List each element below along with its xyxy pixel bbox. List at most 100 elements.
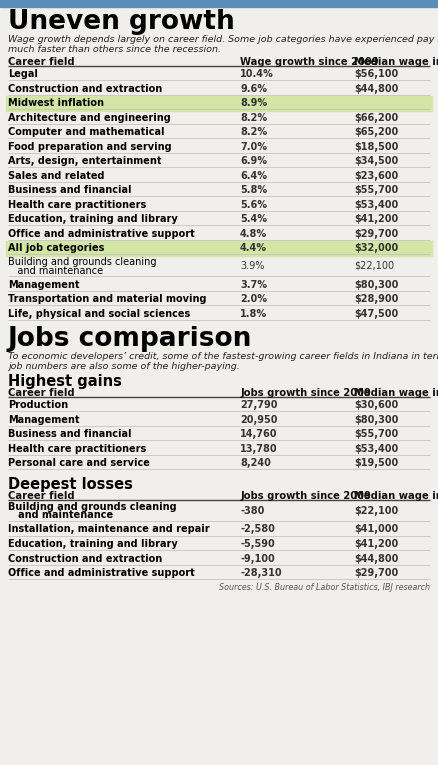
Text: Office and administrative support: Office and administrative support [8, 229, 194, 239]
Text: $53,400: $53,400 [354, 444, 398, 454]
Text: Computer and mathematical: Computer and mathematical [8, 127, 164, 137]
Text: Building and grounds cleaning: Building and grounds cleaning [8, 502, 177, 512]
Text: much faster than others since the recession.: much faster than others since the recess… [8, 44, 221, 54]
Text: 6.9%: 6.9% [240, 156, 267, 166]
Text: 3.9%: 3.9% [240, 261, 265, 271]
Text: 3.7%: 3.7% [240, 279, 267, 289]
Text: -9,100: -9,100 [240, 554, 275, 564]
Bar [0, 0, 438, 7]
Text: and maintenance: and maintenance [8, 510, 113, 520]
Text: $56,100: $56,100 [354, 69, 398, 79]
Text: Transportation and material moving: Transportation and material moving [8, 294, 206, 304]
Text: 1.8%: 1.8% [240, 308, 267, 318]
Text: Personal care and service: Personal care and service [8, 458, 150, 468]
Text: -2,580: -2,580 [240, 525, 275, 535]
Text: $66,200: $66,200 [354, 112, 398, 122]
Text: $41,200: $41,200 [354, 539, 398, 549]
Text: $44,800: $44,800 [354, 83, 398, 93]
Text: Architecture and engineering: Architecture and engineering [8, 112, 171, 122]
Text: 6.4%: 6.4% [240, 171, 267, 181]
Text: Sources: U.S. Bureau of Labor Statistics, IBJ research: Sources: U.S. Bureau of Labor Statistics… [219, 584, 430, 593]
Text: -5,590: -5,590 [240, 539, 275, 549]
Text: Jobs growth since 2009: Jobs growth since 2009 [240, 388, 371, 398]
Text: Health care practitioners: Health care practitioners [8, 444, 146, 454]
Text: $22,100: $22,100 [354, 261, 394, 271]
Text: 8,240: 8,240 [240, 458, 271, 468]
Text: $55,700: $55,700 [354, 185, 398, 195]
Text: 8.2%: 8.2% [240, 127, 267, 137]
Text: To economic developers’ credit, some of the fastest-growing career fields in Ind: To economic developers’ credit, some of … [8, 352, 438, 361]
Text: Deepest losses: Deepest losses [8, 477, 133, 491]
Bar [6, 96, 432, 110]
Text: 2.0%: 2.0% [240, 294, 267, 304]
Text: $28,900: $28,900 [354, 294, 398, 304]
Text: and maintenance: and maintenance [8, 265, 103, 275]
Text: 4.8%: 4.8% [240, 229, 267, 239]
Text: Jobs comparison: Jobs comparison [8, 326, 252, 352]
Text: $23,600: $23,600 [354, 171, 398, 181]
Text: 14,760: 14,760 [240, 429, 278, 439]
Text: Construction and extraction: Construction and extraction [8, 554, 162, 564]
Text: Median wage in 2013: Median wage in 2013 [354, 388, 438, 398]
Text: Midwest inflation: Midwest inflation [8, 98, 104, 108]
Text: Life, physical and social sciences: Life, physical and social sciences [8, 308, 190, 318]
Text: Uneven growth: Uneven growth [8, 9, 235, 35]
Text: Management: Management [8, 415, 79, 425]
Text: Median wage in 2013: Median wage in 2013 [354, 57, 438, 67]
Text: Highest gains: Highest gains [8, 374, 122, 389]
Text: Wage growth since 2009: Wage growth since 2009 [240, 57, 378, 67]
Text: $55,700: $55,700 [354, 429, 398, 439]
Text: Business and financial: Business and financial [8, 429, 131, 439]
Text: Production: Production [8, 400, 68, 410]
Text: 9.6%: 9.6% [240, 83, 267, 93]
Text: 20,950: 20,950 [240, 415, 278, 425]
Text: Health care practitioners: Health care practitioners [8, 200, 146, 210]
Text: $34,500: $34,500 [354, 156, 398, 166]
Text: Education, training and library: Education, training and library [8, 539, 178, 549]
Text: All job categories: All job categories [8, 243, 104, 253]
Text: Office and administrative support: Office and administrative support [8, 568, 194, 578]
Text: Legal: Legal [8, 69, 38, 79]
Text: 10.4%: 10.4% [240, 69, 274, 79]
Text: $30,600: $30,600 [354, 400, 398, 410]
Text: Food preparation and serving: Food preparation and serving [8, 142, 172, 151]
Text: Business and financial: Business and financial [8, 185, 131, 195]
Text: 13,780: 13,780 [240, 444, 278, 454]
Text: Wage growth depends largely on career field. Some job categories have experience: Wage growth depends largely on career fi… [8, 35, 438, 44]
Text: Arts, design, entertainment: Arts, design, entertainment [8, 156, 161, 166]
Text: $44,800: $44,800 [354, 554, 398, 564]
Text: $41,200: $41,200 [354, 214, 398, 224]
Text: 7.0%: 7.0% [240, 142, 267, 151]
Text: Career field: Career field [8, 57, 74, 67]
Text: 27,790: 27,790 [240, 400, 278, 410]
Text: Career field: Career field [8, 490, 74, 500]
Text: Sales and related: Sales and related [8, 171, 104, 181]
Text: $19,500: $19,500 [354, 458, 398, 468]
Text: -28,310: -28,310 [240, 568, 282, 578]
Text: Career field: Career field [8, 388, 74, 398]
Text: $32,000: $32,000 [354, 243, 398, 253]
Text: Construction and extraction: Construction and extraction [8, 83, 162, 93]
Text: job numbers are also some of the higher-paying.: job numbers are also some of the higher-… [8, 362, 240, 370]
Text: -380: -380 [240, 506, 265, 516]
Text: $29,700: $29,700 [354, 229, 398, 239]
Text: $80,300: $80,300 [354, 279, 398, 289]
Bar [6, 241, 432, 256]
Text: Management: Management [8, 279, 79, 289]
Text: $41,000: $41,000 [354, 525, 398, 535]
Text: Installation, maintenance and repair: Installation, maintenance and repair [8, 525, 209, 535]
Text: $18,500: $18,500 [354, 142, 398, 151]
Text: $80,300: $80,300 [354, 415, 398, 425]
Text: 5.4%: 5.4% [240, 214, 267, 224]
Text: $29,700: $29,700 [354, 568, 398, 578]
Text: Median wage in 2013: Median wage in 2013 [354, 490, 438, 500]
Text: 5.6%: 5.6% [240, 200, 267, 210]
Text: $65,200: $65,200 [354, 127, 398, 137]
Text: Education, training and library: Education, training and library [8, 214, 178, 224]
Text: 8.2%: 8.2% [240, 112, 267, 122]
Text: 4.4%: 4.4% [240, 243, 267, 253]
Text: Building and grounds cleaning: Building and grounds cleaning [8, 256, 156, 266]
Text: Jobs growth since 2009: Jobs growth since 2009 [240, 490, 371, 500]
Text: 5.8%: 5.8% [240, 185, 267, 195]
Text: $53,400: $53,400 [354, 200, 398, 210]
